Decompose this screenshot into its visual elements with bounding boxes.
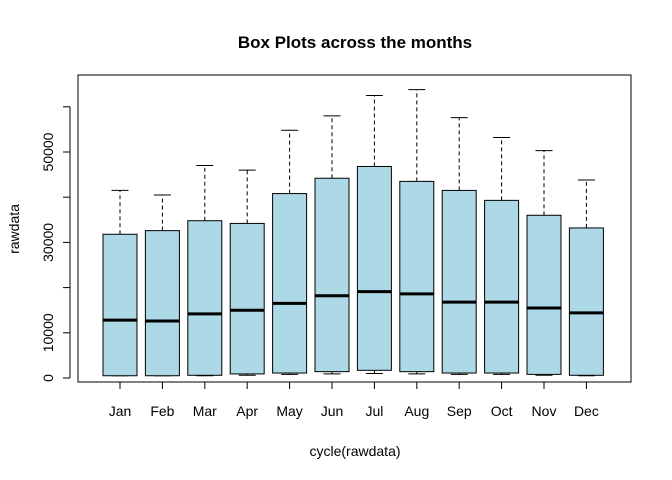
box-jan [102,189,138,377]
box-sep [441,117,477,375]
chart-title: Box Plots across the months [238,33,472,52]
x-tick-label: Jun [321,403,344,419]
box-iqr [144,230,180,377]
box-nov [526,150,562,376]
box-iqr [526,214,562,375]
box-dec [568,179,604,377]
x-tick-label: Aug [404,403,429,419]
x-tick-label: Dec [574,403,599,419]
box-iqr [441,189,477,374]
box-iqr [314,177,350,373]
x-axis: Jan Feb Mar Apr May Jun Jul Aug Sep Oct Nov Dec [109,381,599,419]
x-tick-label: Mar [193,403,217,419]
y-tick-label: 10000 [40,313,56,352]
box-iqr [399,180,435,373]
box-iqr [187,220,223,376]
y-tick-label: 0 [40,374,56,382]
box-iqr [229,222,265,375]
box-iqr [356,165,392,371]
box-jun [314,115,350,375]
box-iqr [568,227,604,376]
y-axis: 0 10000 30000 50000 [40,106,71,382]
box-jul [356,95,392,374]
box-iqr [102,233,138,377]
box-oct [484,137,520,375]
x-tick-label: Apr [236,403,258,419]
x-tick-label: May [276,403,302,419]
box-iqr [272,193,308,374]
y-tick-label: 50000 [40,132,56,171]
y-axis-label: rawdata [6,204,22,254]
box-may [272,129,308,375]
x-tick-label: Jul [365,403,383,419]
boxes-group [102,89,604,377]
box-mar [187,165,223,377]
y-tick-label: 30000 [40,223,56,262]
box-iqr [484,199,520,374]
x-tick-label: Jan [109,403,132,419]
x-tick-label: Oct [491,403,513,419]
x-tick-label: Feb [150,403,174,419]
box-feb [144,194,180,377]
x-tick-label: Nov [532,403,557,419]
box-aug [399,89,435,375]
x-axis-label: cycle(rawdata) [309,443,400,459]
box-apr [229,169,265,376]
x-tick-label: Sep [447,403,472,419]
